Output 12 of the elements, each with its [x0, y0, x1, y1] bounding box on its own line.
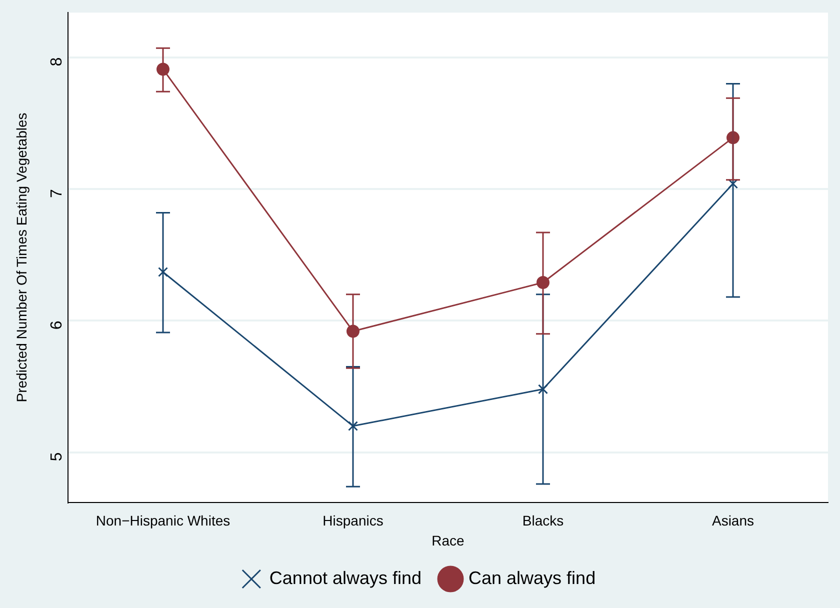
x-tick-label: Hispanics — [322, 512, 384, 529]
y-tick-label: 5 — [48, 452, 66, 462]
y-tick-label: 6 — [48, 320, 66, 330]
legend-label: Cannot always find — [269, 568, 422, 588]
x-tick-label: Asians — [712, 512, 754, 529]
legend-label: Can always find — [468, 568, 596, 588]
x-axis-title: Race — [432, 532, 465, 548]
y-tick-label: 8 — [48, 57, 66, 66]
x-tick-label: Non−Hispanic Whites — [96, 512, 230, 529]
x-tick-label: Blacks — [522, 512, 564, 529]
y-axis-title: Predicted Number Of Times Eating Vegetables — [13, 112, 30, 402]
y-tick-label: 7 — [48, 188, 66, 198]
